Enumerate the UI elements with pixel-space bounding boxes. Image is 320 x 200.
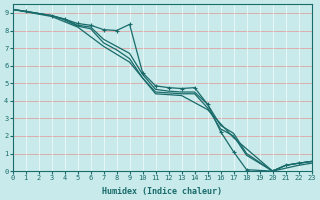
X-axis label: Humidex (Indice chaleur): Humidex (Indice chaleur): [102, 187, 222, 196]
